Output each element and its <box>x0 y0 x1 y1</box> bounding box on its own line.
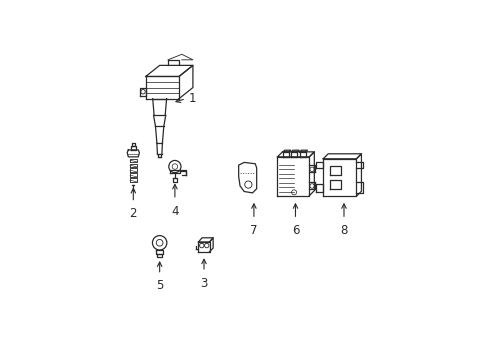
Text: 6: 6 <box>292 224 299 237</box>
Text: 4: 4 <box>171 204 179 217</box>
Text: 5: 5 <box>156 279 163 292</box>
Text: 2: 2 <box>129 207 137 220</box>
Text: 3: 3 <box>200 276 208 289</box>
Text: 7: 7 <box>250 224 258 237</box>
Text: 8: 8 <box>340 224 348 237</box>
Text: 1: 1 <box>189 92 196 105</box>
